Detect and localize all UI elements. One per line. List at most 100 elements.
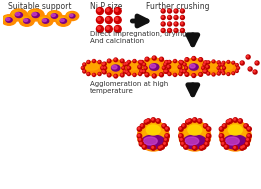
- Circle shape: [152, 56, 156, 60]
- Circle shape: [146, 74, 147, 75]
- Circle shape: [133, 74, 135, 75]
- Circle shape: [243, 146, 244, 147]
- Circle shape: [127, 60, 130, 64]
- Ellipse shape: [48, 12, 57, 17]
- Circle shape: [139, 60, 141, 64]
- Circle shape: [225, 146, 227, 147]
- Circle shape: [103, 70, 104, 72]
- Circle shape: [238, 119, 242, 123]
- Circle shape: [193, 119, 195, 120]
- Circle shape: [83, 70, 85, 72]
- Circle shape: [232, 72, 235, 75]
- Circle shape: [192, 57, 196, 60]
- Circle shape: [163, 67, 164, 68]
- Circle shape: [174, 9, 178, 13]
- Circle shape: [98, 60, 101, 64]
- Ellipse shape: [220, 64, 233, 70]
- Circle shape: [248, 67, 252, 71]
- Circle shape: [174, 60, 175, 61]
- Ellipse shape: [6, 18, 12, 22]
- Circle shape: [205, 138, 210, 142]
- Circle shape: [207, 72, 210, 75]
- Circle shape: [87, 72, 90, 76]
- Circle shape: [106, 9, 109, 11]
- Circle shape: [168, 16, 170, 18]
- Circle shape: [164, 70, 167, 73]
- Circle shape: [174, 15, 178, 19]
- Circle shape: [204, 70, 205, 71]
- Circle shape: [123, 70, 126, 73]
- Circle shape: [207, 61, 210, 64]
- Circle shape: [247, 139, 248, 140]
- Circle shape: [202, 67, 205, 69]
- Circle shape: [162, 23, 163, 24]
- Ellipse shape: [24, 19, 28, 22]
- Circle shape: [160, 58, 162, 59]
- Circle shape: [138, 138, 143, 142]
- Circle shape: [168, 61, 170, 62]
- Circle shape: [165, 70, 167, 72]
- Circle shape: [138, 65, 142, 69]
- Circle shape: [146, 58, 147, 59]
- Ellipse shape: [32, 12, 39, 18]
- Circle shape: [237, 67, 238, 68]
- Circle shape: [204, 69, 207, 73]
- Circle shape: [207, 61, 209, 62]
- Circle shape: [115, 18, 118, 20]
- Circle shape: [179, 134, 183, 138]
- Circle shape: [103, 62, 106, 66]
- Circle shape: [193, 146, 195, 148]
- Circle shape: [92, 73, 96, 77]
- Circle shape: [247, 56, 248, 57]
- Circle shape: [160, 145, 164, 149]
- Circle shape: [234, 119, 235, 120]
- Circle shape: [97, 8, 103, 15]
- Circle shape: [165, 60, 169, 64]
- Circle shape: [107, 59, 111, 63]
- Circle shape: [206, 139, 208, 140]
- Circle shape: [204, 124, 208, 128]
- Circle shape: [248, 135, 249, 136]
- Ellipse shape: [143, 123, 164, 141]
- Circle shape: [223, 67, 224, 68]
- Circle shape: [98, 27, 100, 29]
- Ellipse shape: [142, 61, 161, 70]
- Circle shape: [165, 70, 169, 74]
- Text: Suitable support: Suitable support: [8, 2, 72, 11]
- Circle shape: [139, 72, 141, 76]
- Ellipse shape: [205, 64, 218, 70]
- Circle shape: [140, 60, 144, 64]
- Ellipse shape: [146, 125, 160, 135]
- Circle shape: [124, 70, 125, 72]
- Ellipse shape: [125, 63, 139, 70]
- Ellipse shape: [21, 17, 29, 22]
- Circle shape: [199, 58, 203, 61]
- Ellipse shape: [3, 16, 11, 21]
- Circle shape: [222, 72, 225, 75]
- Circle shape: [174, 73, 176, 77]
- Circle shape: [114, 58, 117, 62]
- Circle shape: [152, 74, 156, 78]
- Ellipse shape: [28, 11, 39, 16]
- Circle shape: [180, 61, 184, 65]
- Circle shape: [233, 146, 238, 150]
- Circle shape: [168, 23, 170, 24]
- Ellipse shape: [60, 19, 67, 23]
- Circle shape: [121, 59, 124, 63]
- Circle shape: [207, 135, 209, 136]
- Ellipse shape: [185, 137, 199, 145]
- Text: Further crushing: Further crushing: [146, 2, 210, 11]
- Circle shape: [114, 74, 117, 78]
- Circle shape: [227, 121, 229, 122]
- Circle shape: [236, 70, 238, 72]
- Circle shape: [97, 26, 103, 33]
- Ellipse shape: [228, 125, 242, 135]
- Ellipse shape: [189, 64, 198, 70]
- Circle shape: [185, 73, 189, 76]
- Ellipse shape: [15, 13, 20, 16]
- Circle shape: [234, 146, 235, 148]
- Circle shape: [193, 57, 194, 59]
- Ellipse shape: [219, 62, 238, 74]
- Circle shape: [158, 146, 162, 150]
- Ellipse shape: [56, 16, 71, 26]
